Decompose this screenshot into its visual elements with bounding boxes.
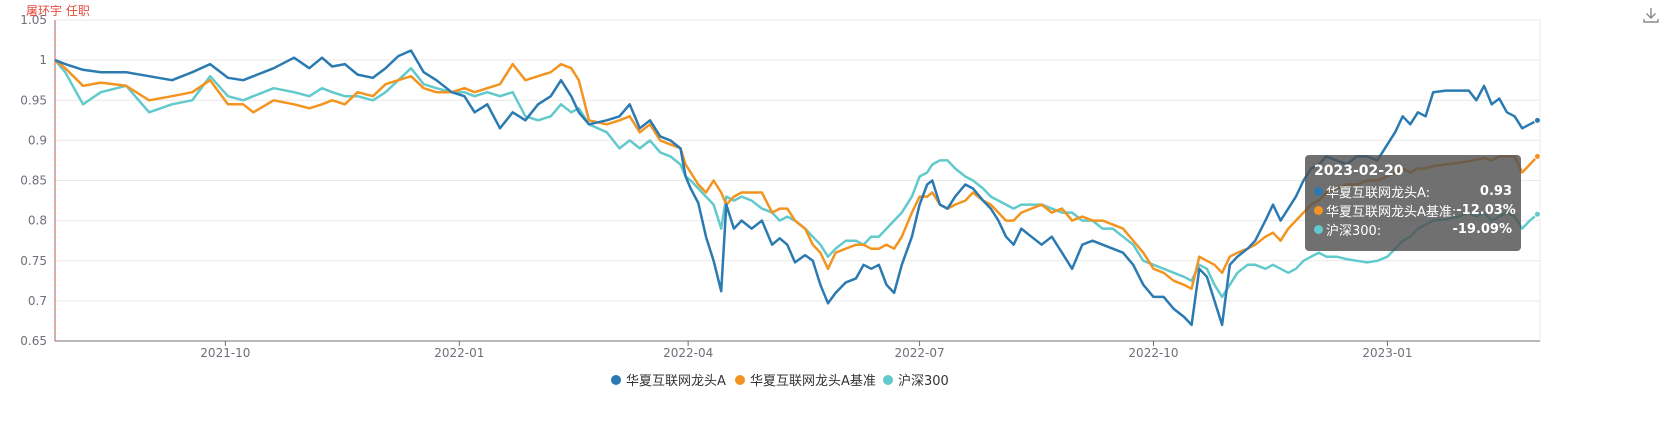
grid-lines bbox=[55, 19, 1541, 342]
legend-item-fund[interactable]: 华夏互联网龙头A bbox=[611, 374, 726, 389]
x-tick-label: 2022-07 bbox=[894, 346, 944, 360]
series-end-marker-index bbox=[1533, 210, 1541, 218]
x-tick-label: 2021-10 bbox=[200, 346, 250, 360]
x-tick-label: 2023-01 bbox=[1362, 346, 1412, 360]
legend-label: 华夏互联网龙头A bbox=[626, 374, 726, 389]
tooltip-dot-benchmark bbox=[1314, 206, 1323, 215]
legend-marker bbox=[735, 375, 745, 385]
y-tick-labels: 0.65 0.7 0.75 0.8 0.85 0.9 0.95 1 1.05 bbox=[20, 13, 47, 348]
legend: 华夏互联网龙头A 华夏互联网龙头A基准 沪深300 bbox=[611, 373, 949, 389]
x-tick-labels: 2021-10 2022-01 2022-04 2022-07 2022-10 2023-… bbox=[200, 341, 1413, 360]
tooltip-date: 2023-02-20 bbox=[1314, 163, 1404, 179]
x-tick-label: 2022-01 bbox=[434, 346, 484, 360]
y-tick-label: 0.85 bbox=[20, 174, 47, 188]
tooltip-row-benchmark: 华夏互联网龙头A基准: -12.03% bbox=[1314, 201, 1516, 220]
tenure-annotation: 屠环宇 任职 bbox=[26, 4, 90, 341]
legend-label: 华夏互联网龙头A基准 bbox=[750, 374, 876, 389]
legend-label: 沪深300 bbox=[898, 373, 949, 389]
series-line-index bbox=[54, 59, 1539, 299]
axes bbox=[54, 20, 1540, 342]
x-tick-label: 2022-10 bbox=[1128, 346, 1178, 360]
y-tick-label: 0.95 bbox=[20, 93, 47, 107]
tooltip-name-index: 沪深300: bbox=[1326, 224, 1382, 239]
tooltip-dot-index bbox=[1314, 225, 1323, 234]
legend-item-index[interactable]: 沪深300 bbox=[883, 373, 949, 389]
tooltip-row-index: 沪深300: -19.09% bbox=[1314, 220, 1512, 239]
y-tick-label: 0.7 bbox=[28, 294, 47, 308]
tooltip-name-fund: 华夏互联网龙头A: bbox=[1326, 186, 1431, 201]
y-tick-label: 0.8 bbox=[28, 214, 47, 228]
y-tick-label: 0.65 bbox=[20, 334, 47, 348]
legend-marker bbox=[883, 375, 893, 385]
tooltip-value-benchmark: -12.03% bbox=[1456, 203, 1516, 218]
tenure-label: 屠环宇 任职 bbox=[26, 4, 90, 18]
tooltip-row-fund: 华夏互联网龙头A: 0.93 bbox=[1314, 182, 1512, 201]
tooltip-value-index: -19.09% bbox=[1452, 222, 1512, 237]
tooltip-name-benchmark: 华夏互联网龙头A基准: bbox=[1326, 205, 1457, 220]
legend-item-benchmark[interactable]: 华夏互联网龙头A基准 bbox=[735, 374, 876, 389]
legend-marker bbox=[611, 375, 621, 385]
tooltip: 2023-02-20 华夏互联网龙头A: 0.93 华夏互联网龙头A基准: -1… bbox=[1305, 155, 1521, 251]
y-tick-label: 0.75 bbox=[20, 254, 47, 268]
tooltip-dot-fund bbox=[1314, 187, 1323, 196]
y-tick-label: 1.05 bbox=[20, 13, 47, 27]
y-tick-label: 0.9 bbox=[28, 133, 47, 147]
tooltip-value-fund: 0.93 bbox=[1479, 184, 1512, 199]
x-tick-label: 2022-04 bbox=[663, 346, 713, 360]
series-end-marker-benchmark bbox=[1533, 152, 1541, 160]
series-end-marker-fund bbox=[1533, 116, 1541, 124]
download-icon[interactable] bbox=[1642, 6, 1660, 24]
y-tick-label: 1 bbox=[39, 53, 47, 67]
